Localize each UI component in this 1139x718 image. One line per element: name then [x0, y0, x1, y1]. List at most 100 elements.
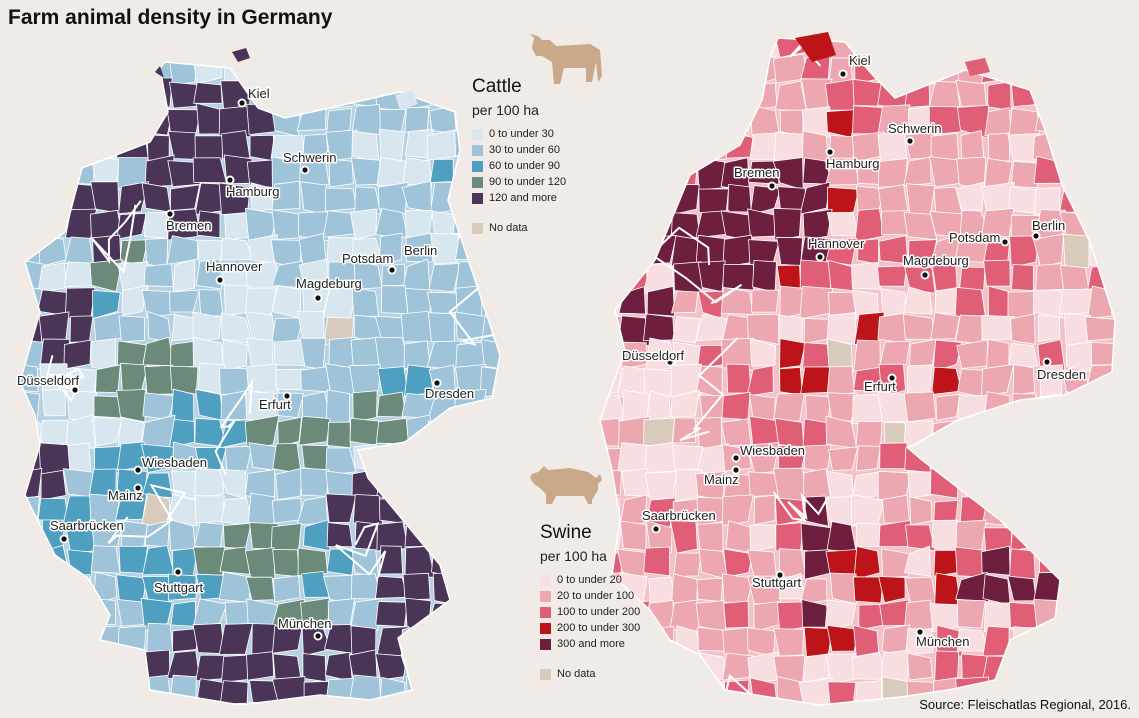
city-marker-icon	[840, 71, 846, 77]
swine-district	[674, 468, 703, 502]
cattle-district	[66, 653, 93, 683]
city-marker-icon	[1033, 233, 1039, 239]
cattle-legend-item: 120 and more	[472, 190, 566, 206]
swine-district	[672, 316, 701, 344]
swine-district	[746, 365, 774, 397]
legend-label: No data	[489, 222, 528, 234]
cattle-district	[325, 389, 351, 424]
cattle-district	[297, 62, 329, 84]
cattle-district	[65, 131, 95, 161]
cattle-district	[41, 130, 72, 162]
cattle-legend-nodata: No data	[472, 220, 566, 236]
cattle-district	[350, 157, 382, 186]
swine-district	[881, 676, 911, 705]
cattle-district	[375, 601, 408, 627]
swine-district	[1064, 520, 1093, 549]
swine-district	[804, 444, 832, 473]
swine-district	[981, 314, 1016, 341]
cattle-district	[405, 232, 434, 263]
swine-district	[779, 338, 806, 369]
swine-legend-item: 300 and more	[540, 636, 640, 652]
swine-district	[775, 522, 804, 552]
swine-district	[801, 106, 831, 139]
cattle-district	[429, 158, 454, 183]
legend-label: 200 to under 300	[557, 622, 641, 634]
cattle-district	[404, 440, 433, 476]
cattle-district	[301, 444, 329, 472]
city-label: Wiesbaden	[142, 455, 207, 470]
city-label: Erfurt	[864, 379, 896, 394]
legend-swatch	[472, 160, 483, 172]
swine-district	[1089, 209, 1115, 242]
city-marker-icon	[61, 536, 67, 542]
swine-district	[1038, 417, 1065, 450]
swine-district	[1059, 416, 1090, 446]
cattle-district	[219, 680, 249, 705]
swine-district	[1011, 471, 1042, 500]
cattle-district	[480, 523, 500, 553]
swine-city-potsdam: Potsdam	[948, 229, 1010, 247]
cattle-district	[88, 78, 124, 111]
city-label: Bremen	[166, 218, 212, 233]
swine-district	[1034, 103, 1066, 135]
cattle-district	[146, 622, 174, 657]
swine-city-münchen: München	[915, 627, 971, 651]
cattle-city-hamburg: Hamburg	[225, 175, 281, 201]
swine-district	[1061, 390, 1088, 422]
swine-district	[909, 338, 937, 368]
cattle-district	[270, 522, 302, 553]
city-marker-icon	[769, 183, 775, 189]
cattle-district	[427, 420, 460, 449]
cattle-district	[454, 445, 485, 474]
swine-district	[954, 286, 987, 320]
city-marker-icon	[217, 277, 223, 283]
swine-district	[928, 106, 962, 136]
city-label: Schwerin	[283, 150, 336, 165]
swine-district	[929, 467, 960, 499]
swine-district	[674, 78, 699, 113]
cattle-district	[325, 447, 357, 476]
page-title: Farm animal density in Germany	[8, 6, 333, 29]
swine-district	[824, 78, 858, 111]
legend-label: 0 to under 20	[557, 574, 622, 586]
cattle-district	[196, 210, 221, 239]
cattle-district	[218, 623, 254, 656]
swine-district	[930, 38, 960, 61]
cattle-district	[302, 653, 327, 683]
cattle-district	[37, 77, 65, 112]
cattle-district	[271, 209, 301, 240]
cattle-district	[93, 105, 121, 137]
cattle-district	[249, 134, 275, 162]
cattle-district	[484, 493, 500, 525]
cattle-district	[144, 154, 175, 188]
cattle-district	[272, 548, 301, 578]
cattle-district	[428, 262, 461, 293]
cattle-district	[275, 368, 306, 391]
swine-district	[1090, 341, 1115, 366]
cattle-district	[64, 287, 96, 320]
swine-district	[905, 38, 937, 60]
state-border	[772, 491, 830, 522]
swine-district	[985, 473, 1012, 499]
swine-district	[1032, 56, 1064, 84]
swine-district	[726, 363, 752, 394]
swine-district	[746, 313, 780, 345]
city-marker-icon	[733, 467, 739, 473]
swine-district	[1089, 234, 1115, 266]
cattle-district	[455, 234, 485, 261]
swine-district	[855, 445, 881, 472]
swine-district	[1112, 624, 1115, 658]
swine-district	[1011, 38, 1039, 59]
swine-district	[934, 572, 962, 607]
cattle-district	[298, 156, 330, 190]
cattle-district	[147, 310, 172, 343]
swine-district	[695, 600, 727, 632]
cattle-district	[404, 364, 434, 397]
swine-district	[600, 155, 621, 189]
state-border	[600, 71, 653, 144]
city-label: Mainz	[108, 488, 143, 503]
cattle-district	[273, 575, 301, 603]
swine-district	[1112, 159, 1115, 189]
cattle-district	[20, 106, 41, 138]
swine-district	[644, 52, 677, 81]
